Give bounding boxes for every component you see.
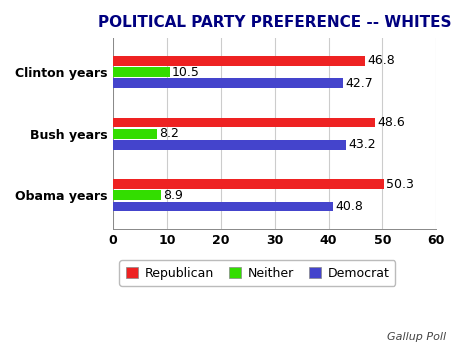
Bar bbox=[113, 67, 169, 77]
Legend: Republican, Neither, Democrat: Republican, Neither, Democrat bbox=[119, 260, 395, 286]
Text: 42.7: 42.7 bbox=[345, 77, 372, 90]
Bar bbox=[113, 78, 342, 88]
Text: Gallup Poll: Gallup Poll bbox=[386, 332, 445, 342]
Title: POLITICAL PARTY PREFERENCE -- WHITES: POLITICAL PARTY PREFERENCE -- WHITES bbox=[98, 15, 450, 30]
Bar bbox=[113, 190, 161, 200]
Bar bbox=[113, 56, 364, 66]
Bar bbox=[113, 118, 374, 127]
Text: 48.6: 48.6 bbox=[376, 116, 404, 129]
Text: 43.2: 43.2 bbox=[347, 138, 375, 151]
Bar bbox=[113, 179, 383, 189]
Text: 10.5: 10.5 bbox=[171, 66, 199, 79]
Text: 8.2: 8.2 bbox=[159, 127, 179, 140]
Text: 8.9: 8.9 bbox=[163, 189, 183, 202]
Text: 40.8: 40.8 bbox=[334, 200, 362, 213]
Bar bbox=[113, 201, 332, 211]
Bar bbox=[113, 129, 157, 139]
Bar bbox=[113, 140, 345, 150]
Text: 46.8: 46.8 bbox=[367, 55, 394, 67]
Text: 50.3: 50.3 bbox=[386, 178, 413, 191]
